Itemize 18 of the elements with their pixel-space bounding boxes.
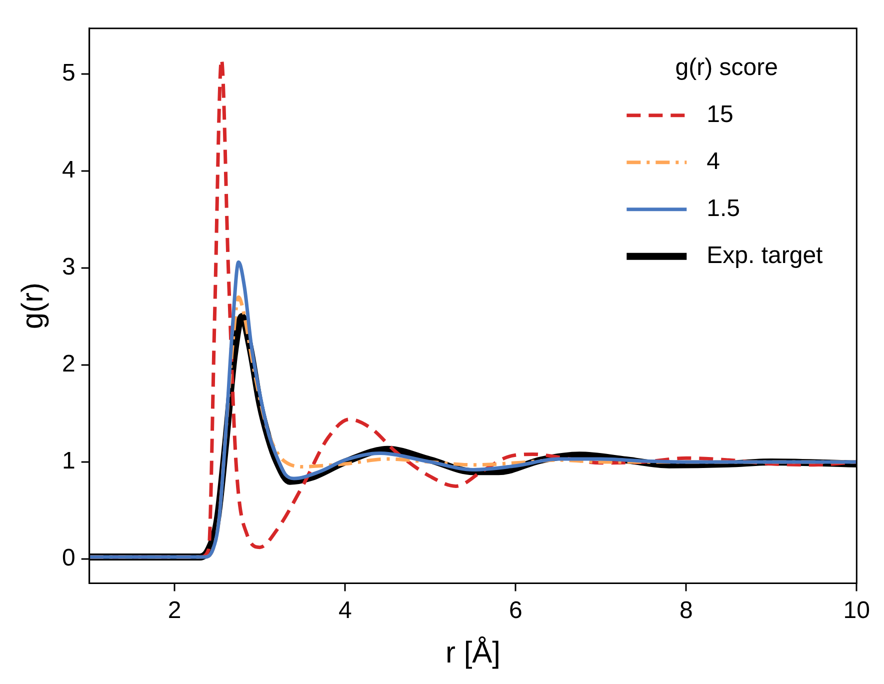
x-tick-label: 10 [843,597,870,624]
legend-label: 1.5 [706,195,740,222]
x-tick-label: 2 [168,597,182,624]
y-tick-label: 5 [62,60,76,87]
x-tick-label: 6 [508,597,522,624]
legend-label: Exp. target [706,242,824,270]
x-tick-label: 4 [338,597,352,624]
y-tick-label: 0 [62,544,76,572]
x-tick-label: 8 [679,597,693,624]
legend-label: 4 [706,148,720,176]
y-tick-label: 3 [62,254,76,281]
x-axis-title: r [Å] [445,635,501,670]
y-tick-label: 2 [62,350,76,378]
y-axis-title: g(r) [16,282,50,330]
legend-title: g(r) score [675,54,778,82]
y-tick-label: 1 [62,448,76,475]
y-tick-label: 4 [62,156,76,184]
legend-label: 15 [706,101,734,128]
